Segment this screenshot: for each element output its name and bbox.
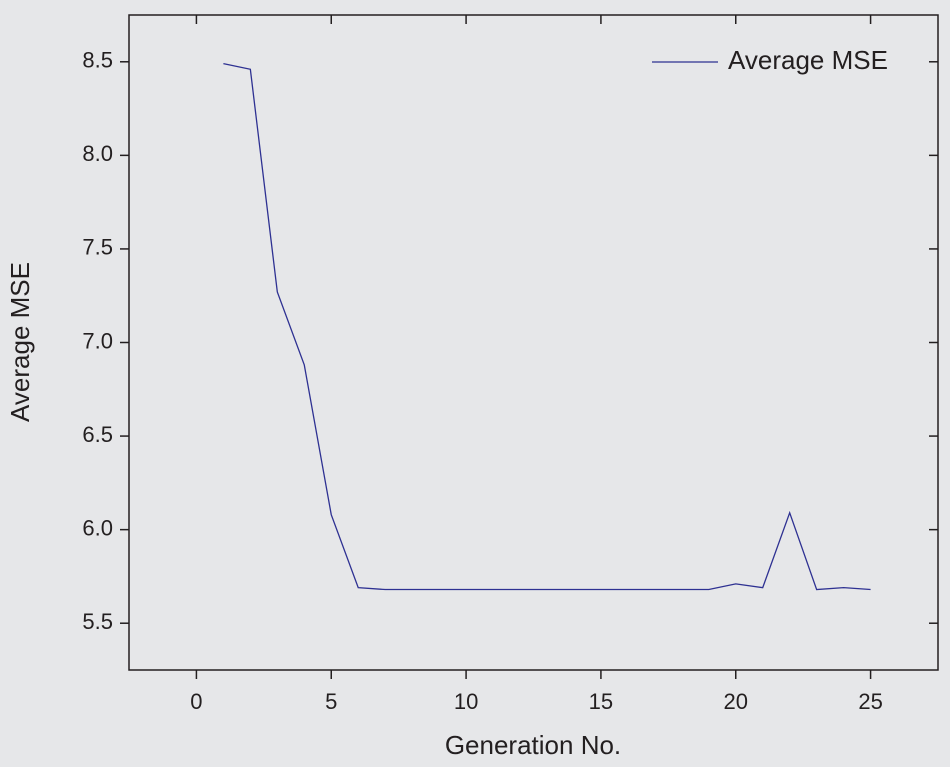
y-tick-label: 8.5 (82, 48, 113, 73)
x-tick-label: 10 (454, 689, 478, 714)
x-tick-label: 25 (858, 689, 882, 714)
x-tick-label: 20 (724, 689, 748, 714)
x-axis-title: Generation No. (445, 730, 621, 760)
y-tick-label: 6.0 (82, 515, 113, 540)
y-tick-label: 7.0 (82, 328, 113, 353)
y-tick-label: 8.0 (82, 141, 113, 166)
plot-frame (128, 14, 939, 671)
legend-label: Average MSE (728, 45, 888, 75)
x-tick-label: 15 (589, 689, 613, 714)
data-line (223, 63, 871, 591)
x-tick-label: 5 (325, 689, 337, 714)
x-tick-label: 0 (190, 689, 202, 714)
y-tick-label: 7.5 (82, 235, 113, 260)
y-tick-label: 6.5 (82, 422, 113, 447)
y-tick-label: 5.5 (82, 609, 113, 634)
y-axis-title: Average MSE (5, 262, 35, 422)
